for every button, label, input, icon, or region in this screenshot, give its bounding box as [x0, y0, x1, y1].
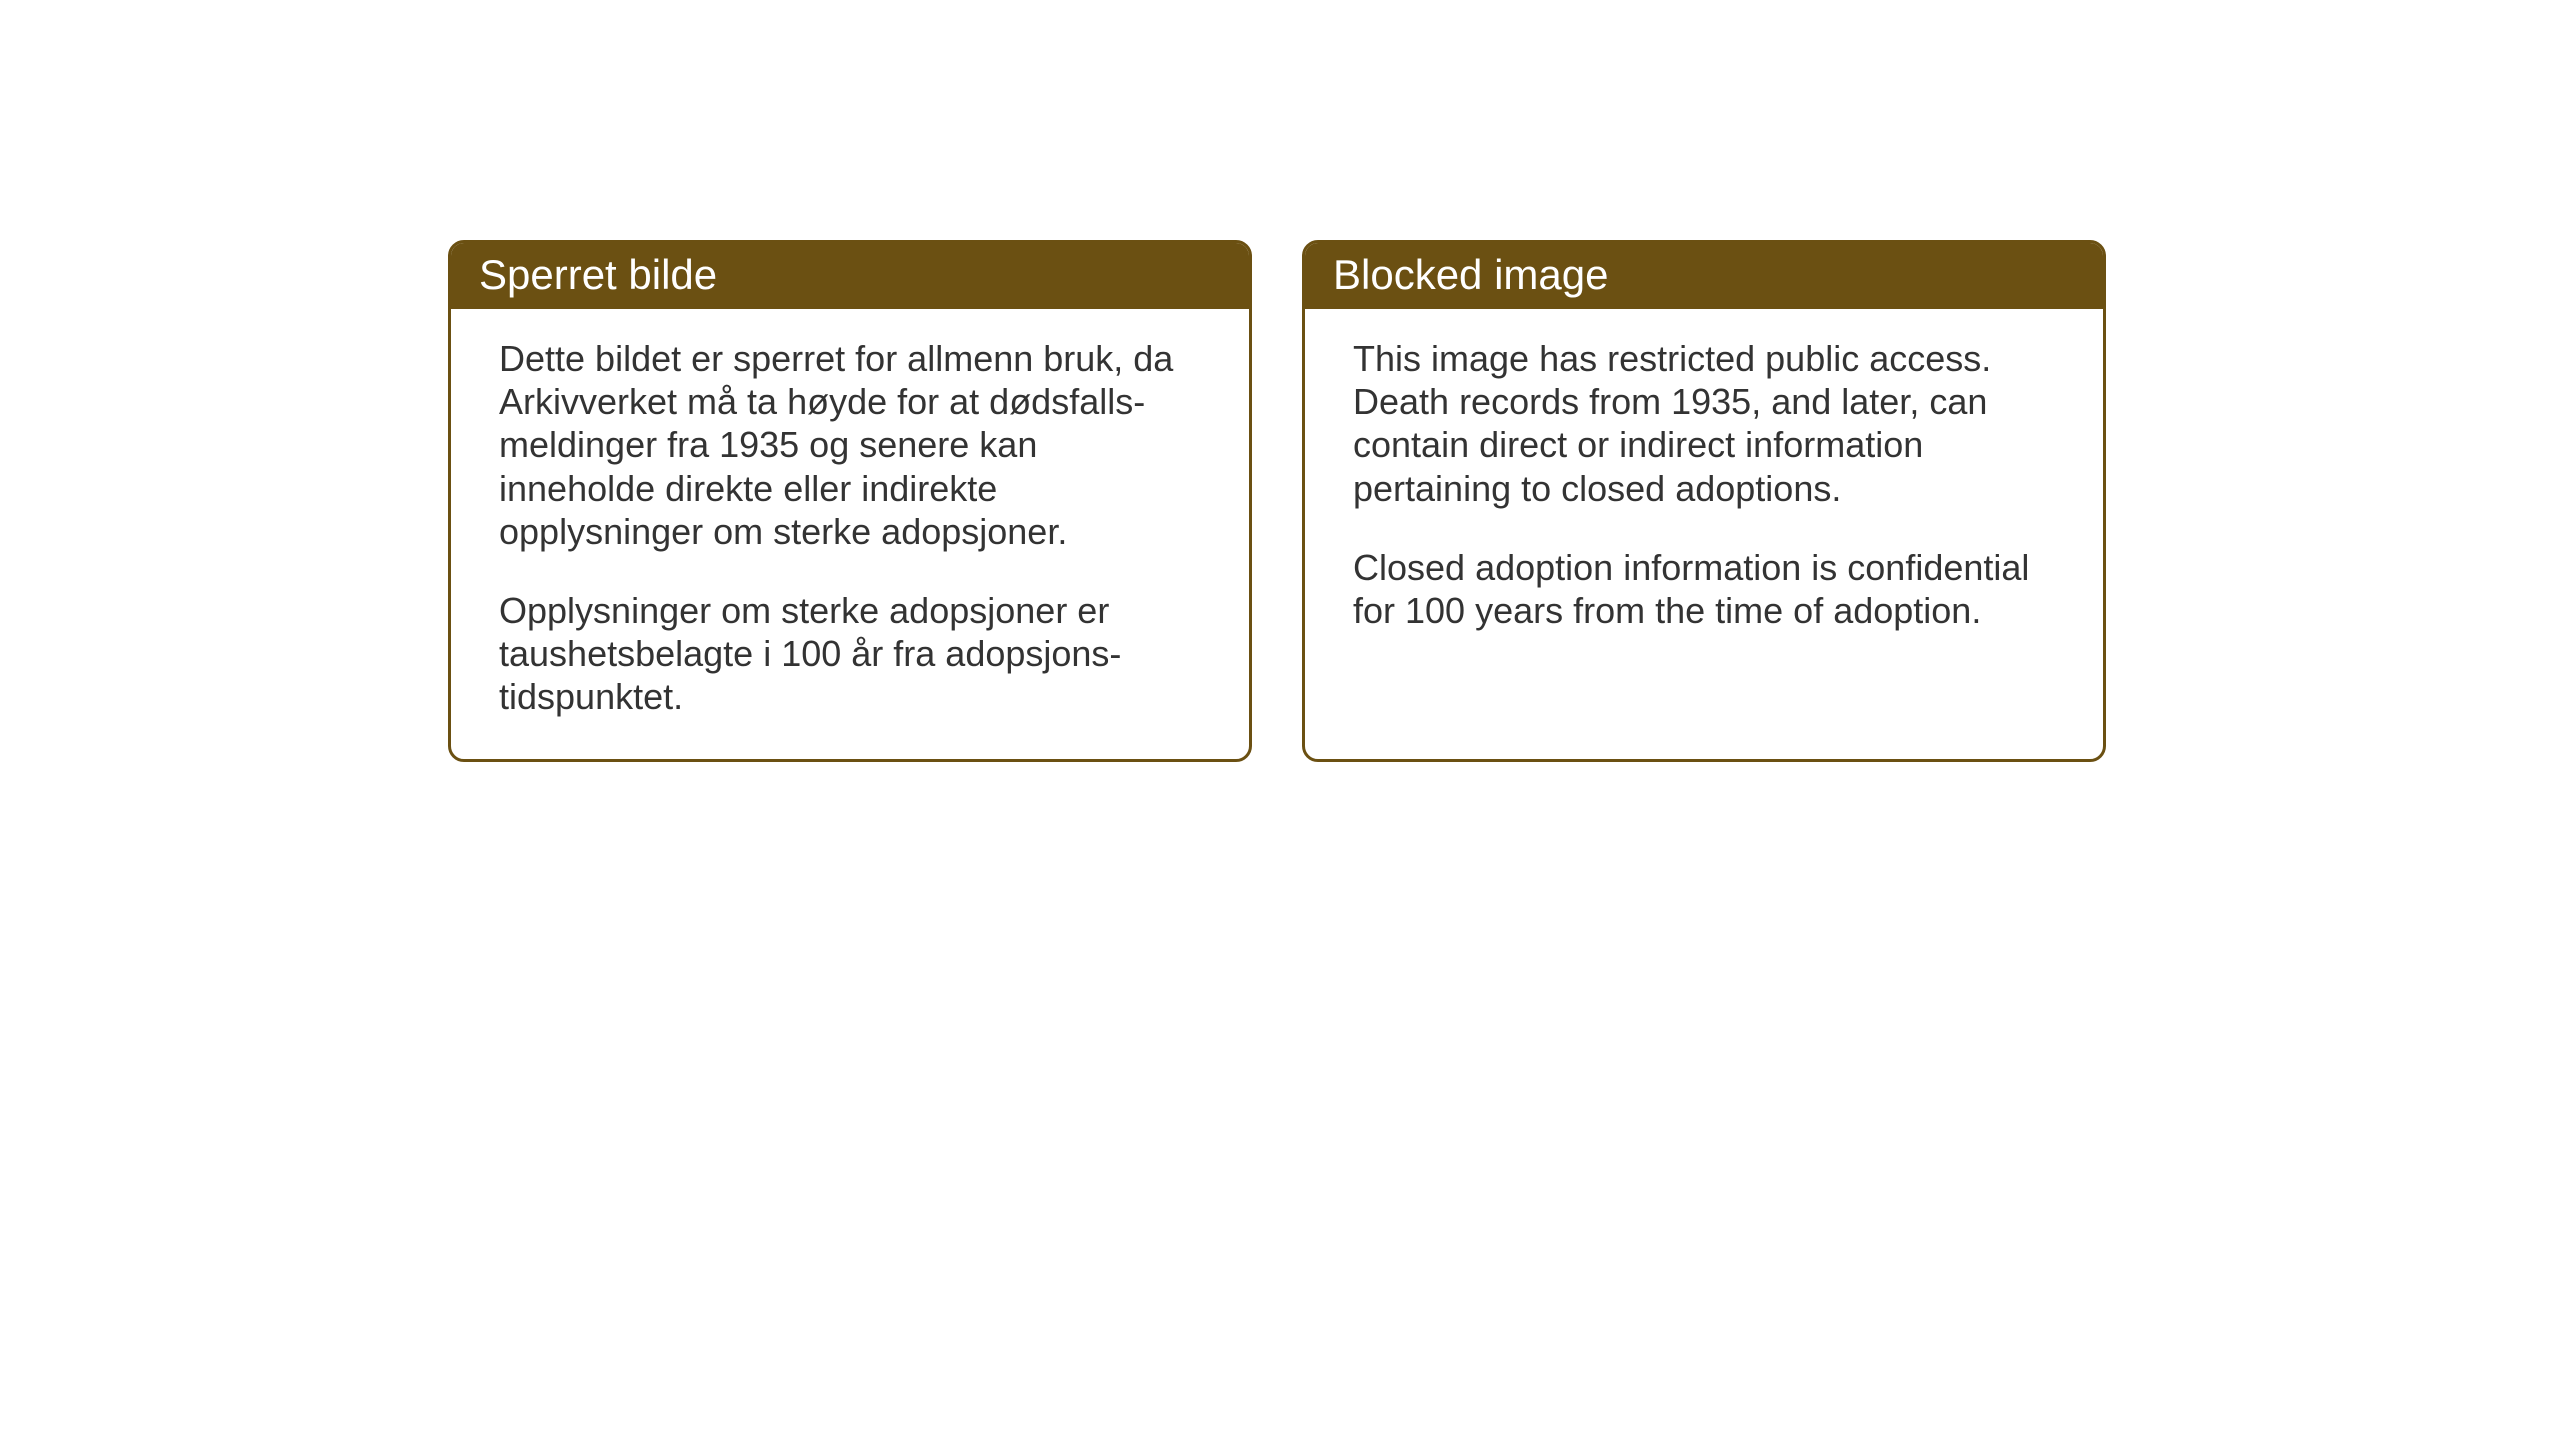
- english-paragraph-1: This image has restricted public access.…: [1353, 337, 2055, 510]
- norwegian-card-title: Sperret bilde: [451, 243, 1249, 309]
- english-paragraph-2: Closed adoption information is confident…: [1353, 546, 2055, 632]
- norwegian-notice-card: Sperret bilde Dette bildet er sperret fo…: [448, 240, 1252, 762]
- norwegian-card-body: Dette bildet er sperret for allmenn bruk…: [451, 309, 1249, 759]
- english-card-title: Blocked image: [1305, 243, 2103, 309]
- english-card-body: This image has restricted public access.…: [1305, 309, 2103, 672]
- norwegian-paragraph-1: Dette bildet er sperret for allmenn bruk…: [499, 337, 1201, 553]
- norwegian-paragraph-2: Opplysninger om sterke adopsjoner er tau…: [499, 589, 1201, 719]
- notice-cards-container: Sperret bilde Dette bildet er sperret fo…: [448, 240, 2106, 762]
- english-notice-card: Blocked image This image has restricted …: [1302, 240, 2106, 762]
